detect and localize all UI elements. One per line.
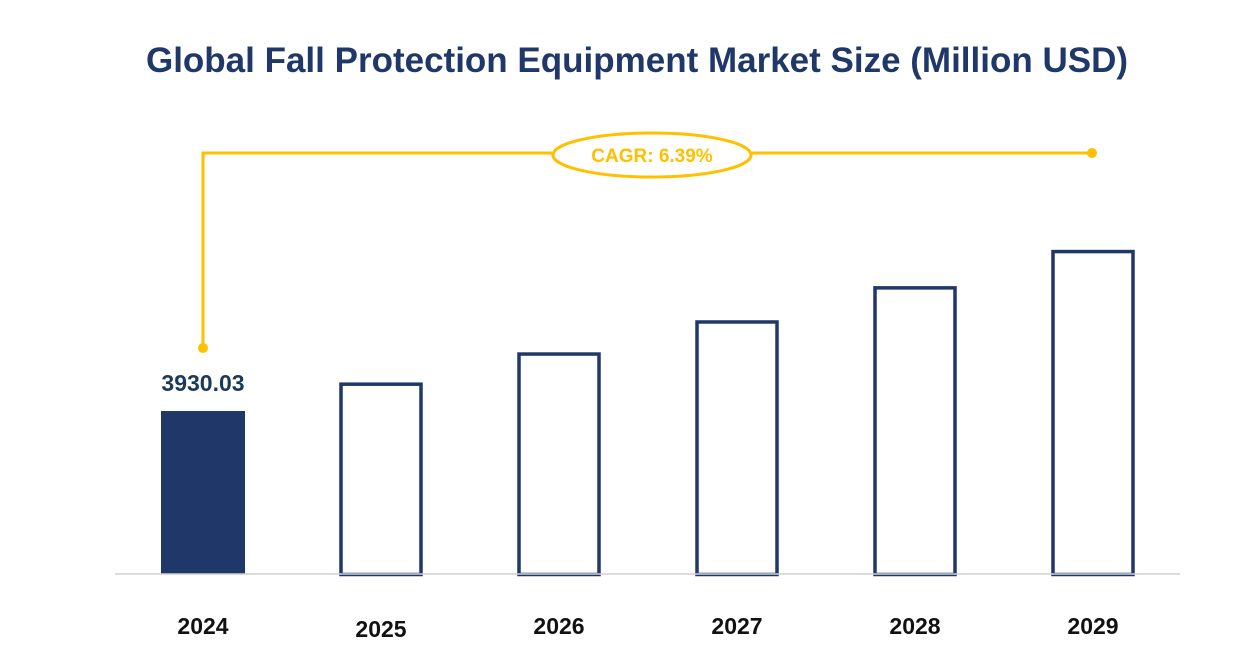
cagr-end-dot (1087, 148, 1097, 158)
chart-title: Global Fall Protection Equipment Market … (146, 41, 1128, 80)
cagr-ellipse (551, 131, 753, 179)
cagr-start-dot (198, 343, 208, 353)
data-label: 3930.03 (161, 370, 244, 396)
x-tick-label: 2029 (1067, 613, 1118, 639)
bar-2024 (161, 411, 245, 574)
cagr-connector-line (201, 151, 552, 348)
bar-2029 (1051, 249, 1135, 577)
bar-2025 (339, 382, 423, 577)
cagr-label: CAGR: 6.39% (591, 146, 713, 167)
cagr-annotation: CAGR: 6.39% (198, 131, 1097, 353)
bar-2026 (517, 352, 601, 577)
x-tick-label: 2025 (355, 616, 406, 642)
x-tick-label: 2026 (533, 613, 584, 639)
bar-2027 (695, 320, 779, 577)
bar-2028 (873, 286, 957, 577)
x-tick-label: 2027 (711, 613, 762, 639)
x-tick-label: 2028 (889, 613, 940, 639)
x-tick-label: 2024 (177, 613, 228, 639)
